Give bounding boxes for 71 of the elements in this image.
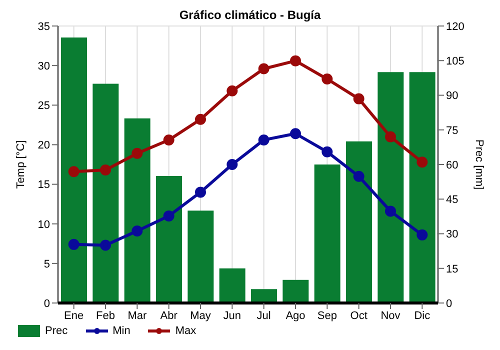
bar <box>219 268 246 303</box>
y-tick-label: 35 <box>38 20 50 33</box>
x-tick-label: Nov <box>380 310 401 322</box>
x-tick-label: Sep <box>317 310 337 322</box>
point <box>416 156 428 168</box>
point <box>353 93 364 104</box>
chart-title: Gráfico climático - Bugía <box>178 8 322 22</box>
point <box>290 128 301 140</box>
bar <box>314 164 340 303</box>
point <box>385 131 396 142</box>
point <box>163 134 174 146</box>
legend-label: Min <box>112 325 130 337</box>
x-tick-label: Ene <box>64 310 84 322</box>
point <box>226 85 238 96</box>
y-axis-title: Temp [°C] <box>14 140 27 189</box>
y2-axis-title: Prec [mm] <box>473 139 486 190</box>
point <box>353 170 364 182</box>
y2-tick-label: 120 <box>446 20 464 33</box>
point <box>322 74 333 85</box>
legend-label: Prec <box>44 325 68 337</box>
bar <box>378 72 404 303</box>
point <box>322 146 333 158</box>
point <box>132 148 143 159</box>
point <box>195 114 206 125</box>
x-tick-label: Ago <box>286 310 306 322</box>
x-tick-label: Feb <box>96 310 115 322</box>
point <box>195 186 206 198</box>
legend-label: Max <box>174 325 196 337</box>
y2-tick-label: 75 <box>446 124 458 137</box>
x-tick-label: Oct <box>350 310 368 322</box>
point <box>290 55 301 66</box>
y2-tick-label: 15 <box>446 263 458 276</box>
x-tick-label: Abr <box>160 310 178 322</box>
y-tick-label: 25 <box>38 100 50 112</box>
bar <box>251 289 277 303</box>
y2-tick-label: 30 <box>446 228 458 241</box>
y2-tick-label: 60 <box>446 159 458 172</box>
bar <box>124 118 150 303</box>
bar <box>92 84 119 303</box>
x-tick-label: Jun <box>223 310 242 322</box>
point <box>68 166 80 178</box>
bar <box>282 280 309 303</box>
x-tick-label: May <box>190 310 212 322</box>
bar <box>156 176 182 303</box>
point <box>132 225 143 236</box>
point <box>416 229 428 240</box>
point <box>385 206 396 217</box>
y2-tick-label: 0 <box>446 298 452 310</box>
bar <box>409 72 436 303</box>
point <box>100 240 111 251</box>
x-tick-label: Mar <box>128 310 147 322</box>
bar <box>346 141 372 303</box>
point <box>258 134 270 146</box>
y2-tick-label: 105 <box>446 56 464 68</box>
x-tick-label: Jul <box>256 310 271 322</box>
y-tick-label: 15 <box>38 179 50 192</box>
point <box>68 238 80 250</box>
bar <box>188 210 214 303</box>
bar <box>61 38 87 303</box>
y-tick-label: 10 <box>38 218 50 231</box>
point <box>163 210 174 222</box>
x-tick-label: Dic <box>414 310 431 322</box>
point <box>258 63 270 74</box>
y2-tick-label: 90 <box>446 90 458 102</box>
point <box>100 164 111 176</box>
y-tick-label: 20 <box>38 140 50 152</box>
y-tick-label: 0 <box>44 298 50 310</box>
y-tick-label: 30 <box>38 60 50 72</box>
point <box>226 159 238 170</box>
y2-tick-label: 45 <box>446 194 458 206</box>
y-tick-label: 5 <box>44 258 50 270</box>
